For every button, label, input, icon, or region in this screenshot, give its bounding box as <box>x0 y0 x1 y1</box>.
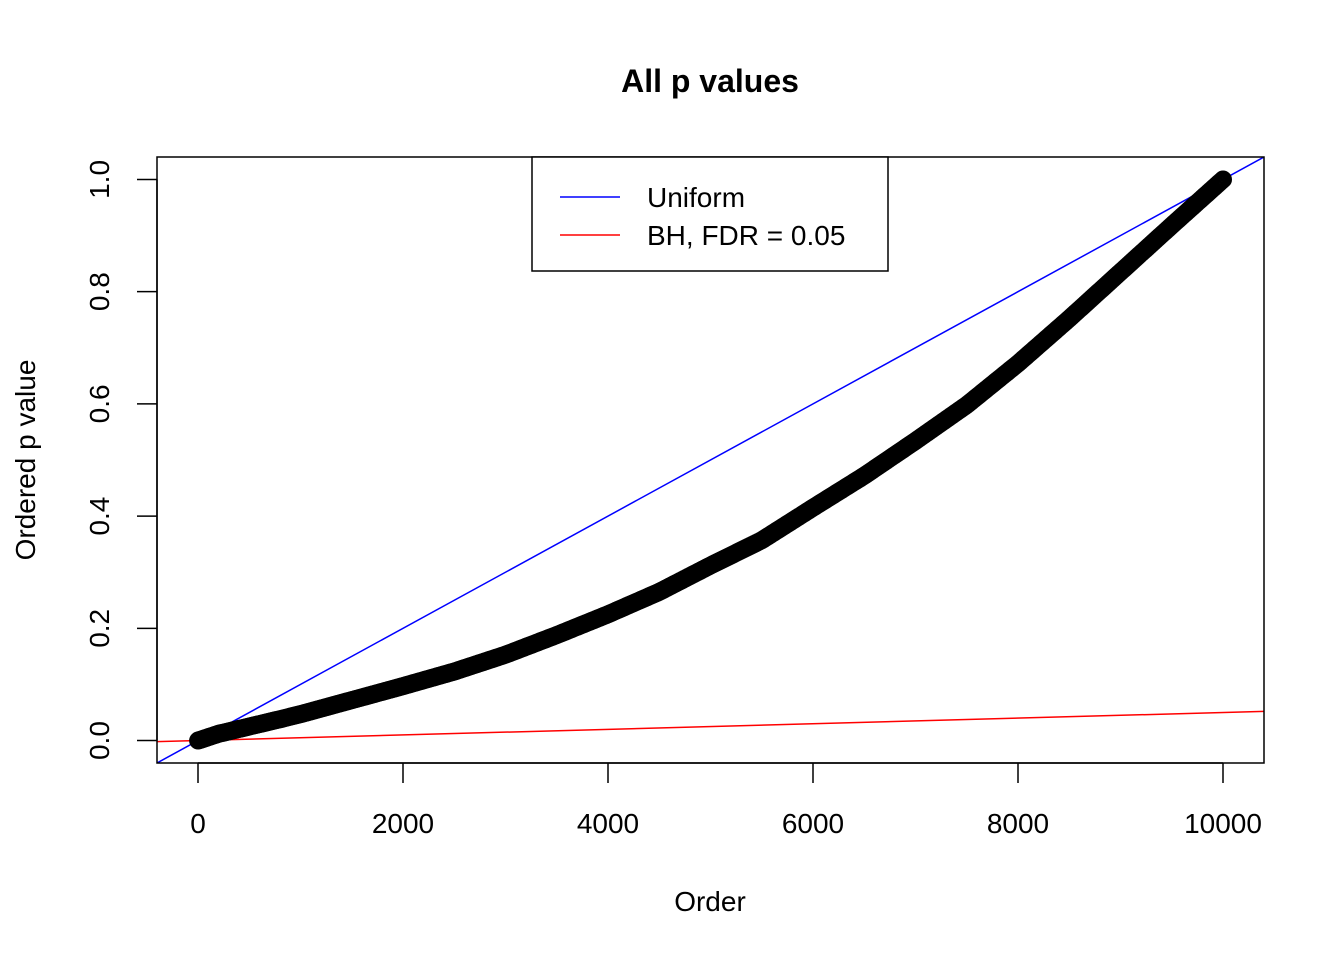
x-tick-label: 8000 <box>987 808 1049 839</box>
x-tick-label: 4000 <box>577 808 639 839</box>
x-axis: 0 2000 4000 6000 8000 10000 <box>190 762 1262 839</box>
x-tick-label: 6000 <box>782 808 844 839</box>
y-tick-label: 0.2 <box>84 609 115 648</box>
legend-box <box>531 156 889 272</box>
ref-line-uniform <box>157 157 1264 763</box>
legend-label-bh-fdr: BH, FDR = 0.05 <box>647 220 845 251</box>
y-axis-label: Ordered p value <box>10 360 41 561</box>
y-tick-label: 1.0 <box>84 160 115 199</box>
y-tick-label: 0.0 <box>84 721 115 760</box>
ref-line-bh-fdr-0-05 <box>157 710 1264 743</box>
data-point <box>1214 170 1232 189</box>
y-axis: 0.0 0.2 0.4 0.6 0.8 1.0 <box>84 160 158 760</box>
x-tick-label: 2000 <box>372 808 434 839</box>
data-points <box>189 170 1232 750</box>
x-axis-label: Order <box>674 886 746 917</box>
y-tick-label: 0.4 <box>84 497 115 536</box>
legend-label-uniform: Uniform <box>647 182 745 213</box>
legend: Uniform BH, FDR = 0.05 <box>531 156 889 272</box>
y-tick-label: 0.6 <box>84 384 115 423</box>
x-tick-label: 0 <box>190 808 206 839</box>
x-tick-label: 10000 <box>1184 808 1262 839</box>
y-tick-label: 0.8 <box>84 272 115 311</box>
reference-lines <box>157 157 1264 763</box>
chart-title: All p values <box>621 63 799 99</box>
